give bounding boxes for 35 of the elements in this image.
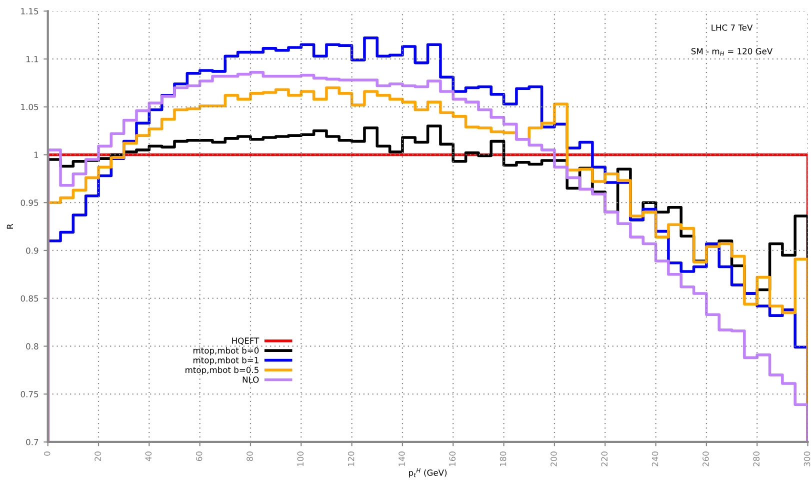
y-tick-label: 0.8	[26, 343, 38, 350]
x-tick-label: 60	[196, 452, 202, 461]
series-label: HQEFT	[232, 338, 260, 345]
series-label: mtop,mbot b=0.5	[186, 366, 258, 375]
x-tick-label: 100	[297, 452, 304, 466]
x-axis-title: p$_{t}$$^{H}$ (GeV)	[409, 468, 447, 478]
annotation: SM - m$_{H}$ = 120 GeV	[691, 48, 773, 56]
y-tick-label: 1.05	[21, 104, 38, 110]
x-tick-label: 260	[702, 452, 709, 466]
x-tick-label: 200	[550, 452, 557, 466]
y-tick-label: 0.7	[26, 438, 38, 446]
x-tick-label: 300	[804, 452, 810, 466]
x-tick-label: 80	[246, 452, 253, 462]
x-tick-label: 20	[94, 452, 101, 461]
y-tick-label: 0.9	[26, 247, 38, 254]
x-tick-label: 140	[398, 452, 405, 466]
y-tick-label: 1	[34, 152, 38, 158]
y-axis-title: R	[6, 224, 13, 229]
x-tick-label: 180	[500, 452, 506, 466]
series-label: mtop,mbot b=1	[194, 356, 258, 365]
y-tick-label: 0.85	[20, 295, 38, 302]
x-tick-label: 0	[44, 452, 50, 456]
x-tick-label: 160	[449, 452, 456, 466]
y-tick-label: 0.75	[20, 391, 38, 398]
x-tick-label: 120	[348, 452, 354, 466]
y-tick-label: 1.1	[26, 56, 38, 62]
series-label: mtop,mbot b=0	[194, 347, 259, 356]
y-tick-label: 1.15	[21, 8, 38, 14]
x-tick-label: 280	[753, 452, 760, 466]
x-tick-label: 40	[145, 452, 152, 462]
x-tick-label: 240	[652, 452, 658, 466]
y-tick-label: 0.95	[20, 200, 38, 206]
series-label: NLO	[242, 376, 259, 383]
annotation: LHC 7 TeV	[712, 24, 753, 31]
x-tick-label: 220	[601, 452, 608, 466]
